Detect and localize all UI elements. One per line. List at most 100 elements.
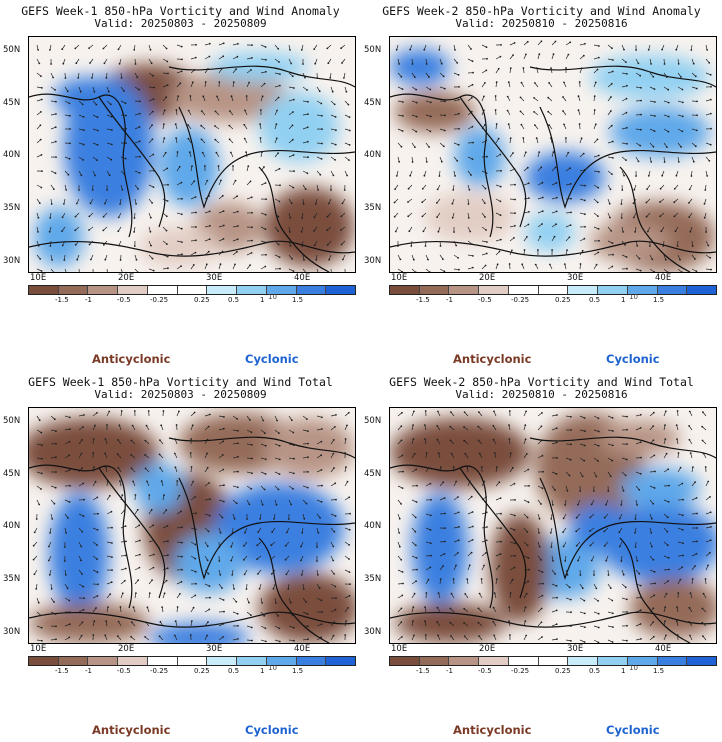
wind-vector-head: [236, 195, 239, 198]
wind-vector-head: [302, 203, 305, 205]
colorbar-swatch: [419, 657, 450, 665]
wind-vector-head: [674, 230, 677, 233]
wind-vector-head: [694, 565, 696, 567]
wind-vector-head: [610, 82, 613, 85]
wind-vector-head: [348, 144, 351, 146]
wind-vector-head: [38, 202, 41, 205]
wind-vector-head: [54, 486, 57, 489]
wind-vector-head: [187, 137, 190, 140]
wind-vector-head: [264, 432, 266, 434]
wind-vector-head: [611, 265, 614, 268]
wind-vector-head: [292, 431, 295, 434]
wind-vector-head: [611, 444, 614, 447]
wind-vector-head: [429, 115, 432, 118]
wind-vector-head: [138, 566, 141, 569]
wind-vector-head: [228, 138, 231, 141]
wind-vector-head: [346, 424, 348, 427]
vorticity-field: [29, 410, 355, 643]
wind-vector-head: [120, 410, 123, 412]
wind-vector-head: [664, 258, 667, 261]
wind-vector-head: [235, 502, 238, 505]
wind-vector-head: [41, 457, 43, 460]
wind-vector-head: [66, 587, 69, 590]
wind-vector-head: [180, 45, 183, 48]
wind-vector-head: [202, 95, 205, 98]
colorbar-swatch: [118, 286, 148, 294]
wind-vector-head: [424, 410, 427, 412]
wind-vector-head: [105, 77, 108, 79]
wind-vector-head: [508, 438, 511, 440]
wind-vector-head: [681, 101, 684, 104]
wind-vector-head: [471, 83, 474, 86]
wind-vector-head: [556, 638, 558, 640]
wind-vector-head: [566, 489, 569, 492]
wind-vector-head: [180, 510, 183, 513]
anticyclonic-label: Anticyclonic: [92, 352, 171, 366]
wind-vector-head: [47, 559, 50, 562]
wind-vector-head: [206, 466, 209, 469]
wind-vector-head: [348, 594, 351, 597]
wind-vector-head: [455, 480, 458, 483]
wind-vector-head: [483, 109, 485, 112]
wind-vector: [316, 268, 319, 272]
wind-vector-head: [509, 634, 511, 636]
wind-vector-head: [555, 441, 558, 444]
wind-vector-head: [618, 517, 621, 520]
wind-vector-head: [237, 442, 239, 445]
wind-vector-head: [50, 588, 53, 590]
wind-vector-head: [512, 54, 514, 56]
wind-vector-head: [500, 540, 502, 543]
wind-vector-head: [132, 480, 134, 483]
wind-vector-head: [550, 546, 553, 548]
wind-vector-head: [61, 244, 64, 247]
wind-vector-head: [81, 573, 83, 575]
wind-vector-head: [341, 62, 343, 64]
wind-vector-head: [293, 170, 295, 173]
wind-vector-head: [550, 137, 552, 139]
wind-vector-head: [125, 540, 127, 543]
wind-vector-head: [492, 438, 495, 441]
wind-vector-head: [429, 529, 432, 531]
wind-vector-head: [321, 142, 323, 145]
wind-vector-head: [260, 109, 262, 111]
wind-vector-head: [593, 109, 596, 111]
wind-vector-head: [119, 480, 121, 482]
wind-vector-head: [49, 217, 52, 219]
wind-vector-head: [555, 473, 558, 475]
wind-vector-head: [555, 223, 557, 226]
wind-vector-head: [400, 558, 403, 561]
colorbar-swatch: [266, 657, 297, 665]
wind-vector-head: [634, 532, 636, 534]
wind-vector-head: [247, 165, 250, 168]
wind-vector-head: [523, 249, 526, 251]
wind-vector-head: [638, 572, 641, 575]
wind-vector-head: [398, 63, 400, 65]
wind-vector-head: [88, 47, 90, 49]
wind-vector-head: [509, 137, 512, 139]
wind-vector-head: [598, 171, 600, 173]
colorbar-tick: -0.25: [150, 296, 169, 304]
anticyclonic-label: Anticyclonic: [453, 723, 532, 737]
wind-vector-head: [400, 439, 403, 442]
wind-vector-head: [234, 179, 237, 182]
wind-vector-head: [117, 466, 120, 469]
wind-vector-head: [696, 100, 698, 103]
wind-vector-head: [152, 566, 155, 569]
wind-vector-head: [68, 469, 71, 471]
wind-vector-head: [307, 442, 309, 445]
wind-vector-head: [548, 124, 550, 126]
wind-vector-head: [321, 484, 323, 487]
wind-vector-head: [677, 161, 680, 163]
wind-vector-head: [597, 251, 600, 254]
wind-vector-head: [637, 160, 640, 163]
wind-vector-head: [416, 568, 418, 571]
wind-vector-head: [207, 250, 210, 253]
wind-vector-head: [236, 238, 239, 241]
wind-vector-head: [707, 244, 710, 247]
lat-label: 35N: [3, 203, 21, 213]
wind-vector-head: [547, 110, 550, 113]
wind-vector-head: [278, 458, 281, 461]
wind-vector-head: [307, 638, 309, 641]
wind-vector-head: [292, 626, 295, 629]
wind-vector-head: [513, 514, 516, 517]
